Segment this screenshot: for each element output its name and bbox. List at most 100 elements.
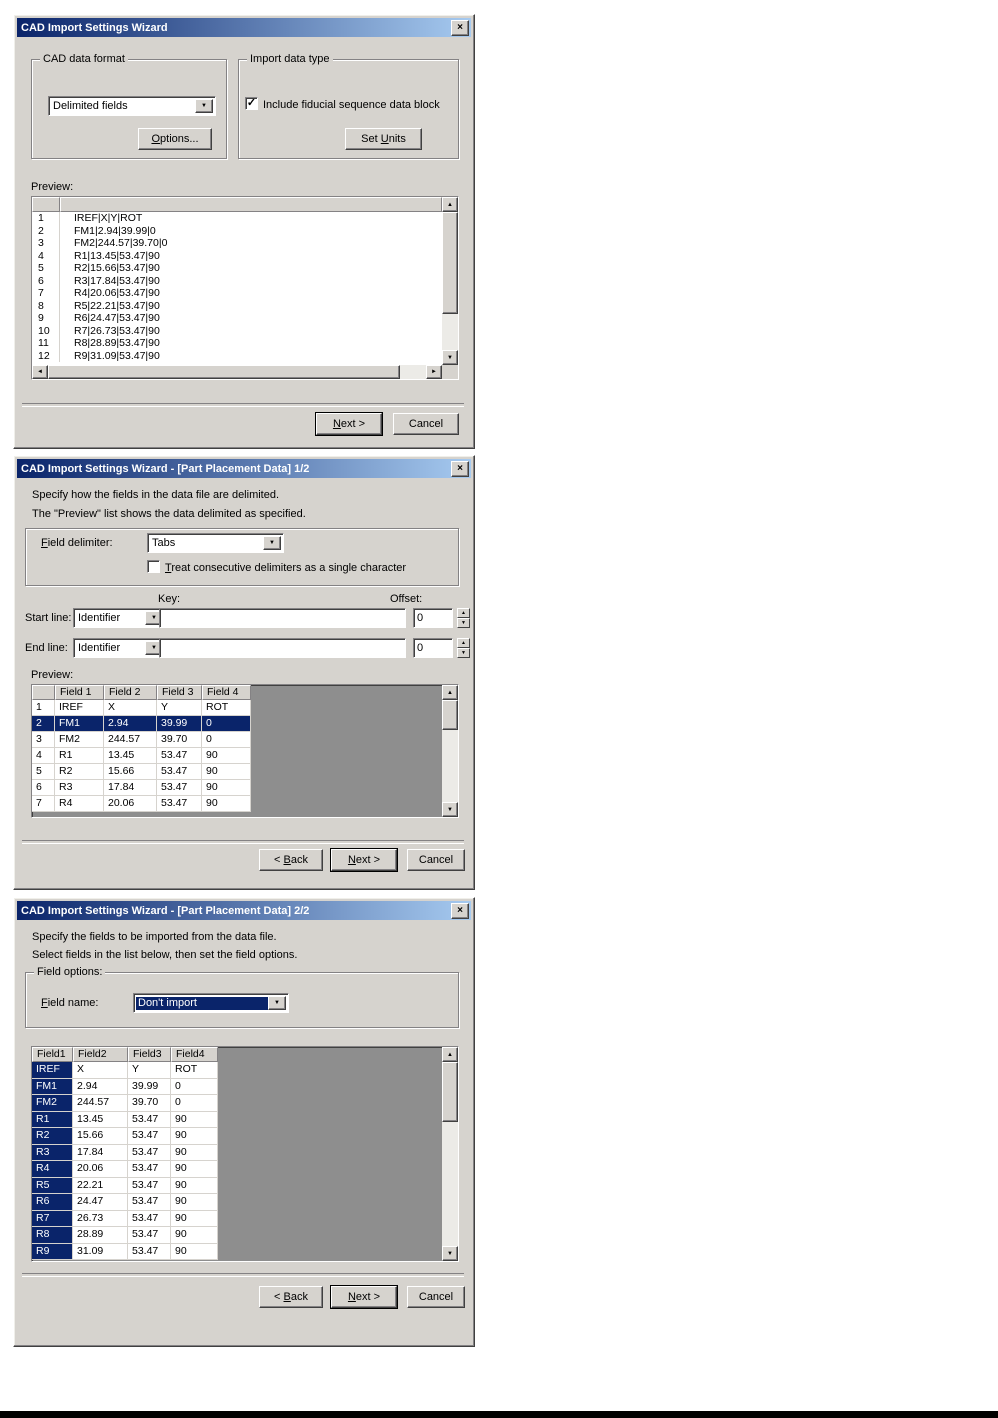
close-button[interactable]: × <box>451 460 469 477</box>
table-row[interactable]: 5 R2 15.66 53.47 90 <box>32 764 251 780</box>
treat-consecutive-checkbox[interactable] <box>147 560 160 573</box>
table-cell[interactable]: 53.47 <box>128 1161 171 1178</box>
table-cell[interactable]: 53.47 <box>128 1194 171 1211</box>
table-row[interactable]: R2 15.66 53.47 90 <box>32 1128 218 1145</box>
table-cell[interactable]: 90 <box>171 1243 218 1260</box>
end-offset-input[interactable] <box>413 638 453 658</box>
scroll-up-button[interactable]: ▲ <box>442 1047 458 1062</box>
column-header[interactable] <box>32 685 55 700</box>
list-item[interactable]: 6 R3|17.84|53.47|90 <box>32 274 442 287</box>
table-cell[interactable]: 90 <box>171 1111 218 1128</box>
column-header[interactable]: Field4 <box>171 1047 218 1062</box>
back-button[interactable]: < Back <box>259 1286 323 1308</box>
list-item[interactable]: 1 IREF|X|Y|ROT <box>32 212 442 225</box>
table-cell[interactable]: 5 <box>32 764 55 780</box>
table-row[interactable]: 3 FM2 244.57 39.70 0 <box>32 732 251 748</box>
back-button[interactable]: < Back <box>259 849 323 871</box>
scroll-right-button[interactable]: ► <box>426 365 442 379</box>
scrollbar-thumb[interactable] <box>442 1062 458 1122</box>
list-item[interactable]: 7 R4|20.06|53.47|90 <box>32 287 442 300</box>
combobox-drop-button[interactable]: ▼ <box>268 996 286 1010</box>
table-cell[interactable]: 4 <box>32 748 55 764</box>
table-row[interactable]: 7 R4 20.06 53.47 90 <box>32 796 251 812</box>
table-cell[interactable]: R2 <box>55 764 104 780</box>
table-cell[interactable]: FM1 <box>32 1078 73 1095</box>
table-cell[interactable]: R9 <box>32 1243 73 1260</box>
column-header[interactable]: Field 1 <box>55 685 104 700</box>
table-cell[interactable]: 0 <box>202 716 251 732</box>
table-cell[interactable]: 53.47 <box>128 1210 171 1227</box>
cancel-button[interactable]: Cancel <box>393 413 459 435</box>
table-cell[interactable]: R3 <box>32 1144 73 1161</box>
table-cell[interactable]: FM2 <box>32 1095 73 1112</box>
table-cell[interactable]: 53.47 <box>128 1227 171 1244</box>
list-item[interactable]: 12 R9|31.09|53.47|90 <box>32 349 442 362</box>
table-cell[interactable]: IREF <box>32 1062 73 1079</box>
list-item[interactable]: 8 R5|22.21|53.47|90 <box>32 299 442 312</box>
table-cell[interactable]: 53.47 <box>157 748 202 764</box>
table-cell[interactable]: 13.45 <box>73 1111 128 1128</box>
spin-down-button[interactable]: ▼ <box>457 648 470 658</box>
list-item[interactable]: 2 FM1|2.94|39.99|0 <box>32 224 442 237</box>
table-cell[interactable]: 90 <box>171 1227 218 1244</box>
close-button[interactable]: × <box>451 19 469 36</box>
table-cell[interactable]: R1 <box>55 748 104 764</box>
column-header[interactable]: Field1 <box>32 1047 73 1062</box>
table-row[interactable]: 1 IREF X Y ROT <box>32 700 251 716</box>
table-cell[interactable]: 17.84 <box>104 780 157 796</box>
column-header[interactable]: Field 4 <box>202 685 251 700</box>
table-cell[interactable]: 31.09 <box>73 1243 128 1260</box>
next-button[interactable]: Next > <box>330 848 398 872</box>
field-delimiter-combobox[interactable]: Tabs ▼ <box>147 533 284 553</box>
table-cell[interactable]: 53.47 <box>128 1128 171 1145</box>
scrollbar-track[interactable] <box>48 365 426 379</box>
list-item[interactable]: 9 R6|24.47|53.47|90 <box>32 312 442 325</box>
table-cell[interactable]: 13.45 <box>104 748 157 764</box>
table-cell[interactable]: R4 <box>55 796 104 812</box>
table-cell[interactable]: 244.57 <box>104 732 157 748</box>
combobox-drop-button[interactable]: ▼ <box>263 536 281 550</box>
start-offset-spinner[interactable]: ▲ ▼ <box>457 608 470 628</box>
table-cell[interactable]: 244.57 <box>73 1095 128 1112</box>
table-row[interactable]: R4 20.06 53.47 90 <box>32 1161 218 1178</box>
table-row[interactable]: R5 22.21 53.47 90 <box>32 1177 218 1194</box>
table-cell[interactable]: R8 <box>32 1227 73 1244</box>
table-cell[interactable]: X <box>104 700 157 716</box>
table-cell[interactable]: 53.47 <box>157 780 202 796</box>
list-header-cell[interactable] <box>60 197 442 212</box>
preview-list[interactable]: 1 IREF|X|Y|ROT 2 FM1|2.94|39.99|0 3 FM2|244.5… <box>31 196 459 380</box>
table-cell[interactable]: 24.47 <box>73 1194 128 1211</box>
list-item[interactable]: 11 R8|28.89|53.47|90 <box>32 337 442 350</box>
table-cell[interactable]: 39.70 <box>128 1095 171 1112</box>
scrollbar-thumb[interactable] <box>442 212 458 315</box>
fields-table[interactable]: Field1 Field2 Field3 Field4 IREF X Y ROT FM1 2.9… <box>31 1046 459 1262</box>
table-cell[interactable]: 53.47 <box>157 796 202 812</box>
end-offset-spinner[interactable]: ▲ ▼ <box>457 638 470 658</box>
table-cell[interactable]: ROT <box>171 1062 218 1079</box>
table-cell[interactable]: 3 <box>32 732 55 748</box>
table-cell[interactable]: Y <box>128 1062 171 1079</box>
table-cell[interactable]: R5 <box>32 1177 73 1194</box>
vertical-scrollbar[interactable]: ▲ ▼ <box>442 1047 458 1261</box>
column-header[interactable]: Field 3 <box>157 685 202 700</box>
spin-up-button[interactable]: ▲ <box>457 638 470 648</box>
table-cell[interactable]: X <box>73 1062 128 1079</box>
table-row[interactable]: R6 24.47 53.47 90 <box>32 1194 218 1211</box>
end-line-combobox[interactable]: Identifier ▼ <box>73 638 166 658</box>
table-cell[interactable]: 39.99 <box>157 716 202 732</box>
table-cell[interactable]: 15.66 <box>104 764 157 780</box>
list-item[interactable]: 5 R2|15.66|53.47|90 <box>32 262 442 275</box>
table-cell[interactable]: 2.94 <box>104 716 157 732</box>
table-row[interactable]: R1 13.45 53.47 90 <box>32 1111 218 1128</box>
table-cell[interactable]: 20.06 <box>73 1161 128 1178</box>
table-cell[interactable]: 53.47 <box>157 764 202 780</box>
table-cell[interactable]: ROT <box>202 700 251 716</box>
table-row[interactable]: R8 28.89 53.47 90 <box>32 1227 218 1244</box>
scroll-up-button[interactable]: ▲ <box>442 685 458 700</box>
table-cell[interactable]: R4 <box>32 1161 73 1178</box>
table-row[interactable]: FM2 244.57 39.70 0 <box>32 1095 218 1112</box>
table-cell[interactable]: 90 <box>171 1144 218 1161</box>
table-cell[interactable]: R6 <box>32 1194 73 1211</box>
table-cell[interactable]: 2 <box>32 716 55 732</box>
scroll-up-button[interactable]: ▲ <box>442 197 458 212</box>
